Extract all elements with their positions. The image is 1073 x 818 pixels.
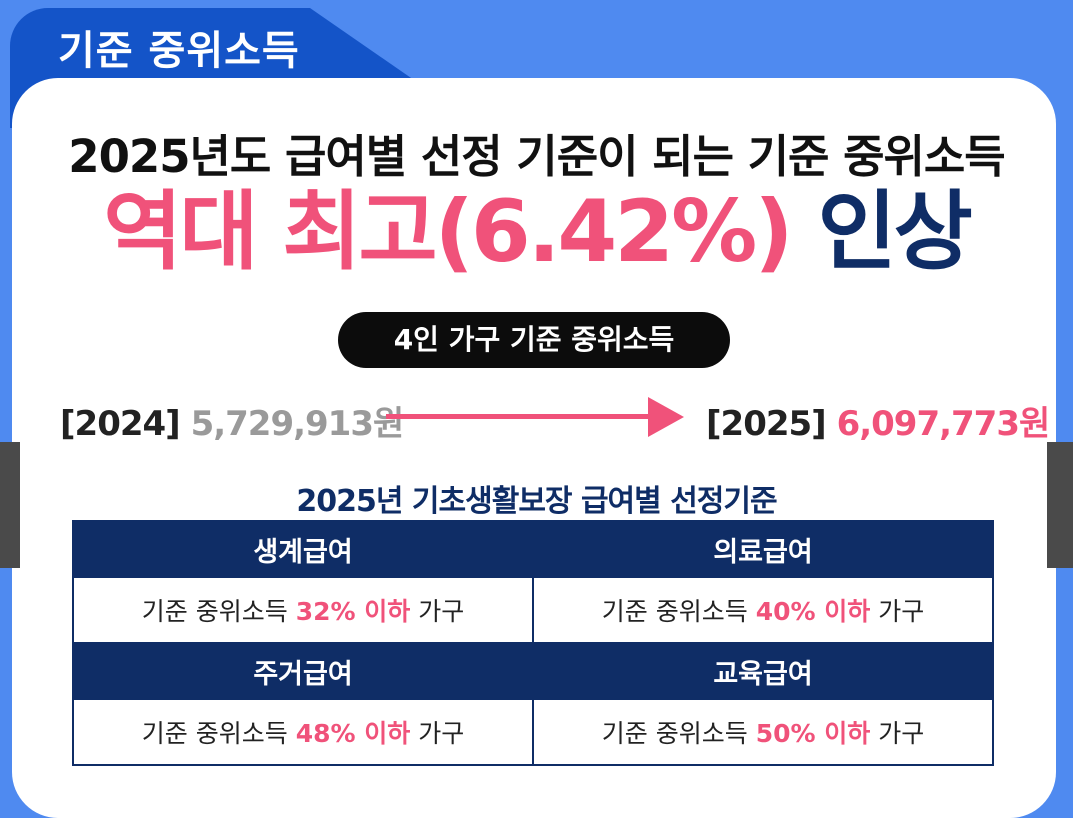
criteria-suffix: 가구 — [878, 719, 925, 748]
benefit-criteria-housing: 기준 중위소득 48% 이하 가구 — [72, 698, 534, 766]
benefit-header-medical: 의료급여 — [532, 520, 994, 578]
benefit-header-housing: 주거급여 — [72, 642, 534, 700]
criteria-prefix: 기준 중위소득 — [141, 719, 288, 748]
highlight-banner: 역대 최고(6.42%) 인상 — [0, 182, 1073, 282]
benefit-criteria-livelihood: 기준 중위소득 32% 이하 가구 — [72, 576, 534, 644]
benefit-criteria-education: 기준 중위소득 50% 이하 가구 — [532, 698, 994, 766]
prev-slide-handle[interactable] — [0, 442, 20, 568]
criteria-percent: 40% 이하 — [755, 597, 871, 626]
household-pill: 4인 가구 기준 중위소득 — [338, 312, 730, 368]
benefit-criteria-medical: 기준 중위소득 40% 이하 가구 — [532, 576, 994, 644]
income-2024-amount: 5,729,913원 — [190, 404, 405, 444]
criteria-suffix: 가구 — [878, 597, 925, 626]
criteria-percent: 48% 이하 — [295, 719, 411, 748]
income-2025-year: [2025] — [706, 404, 827, 444]
income-2025-amount: 6,097,773원 — [836, 404, 1051, 444]
income-2025: [2025] 6,097,773원 — [706, 396, 1051, 445]
benefit-header-livelihood: 생계급여 — [72, 520, 534, 578]
benefits-table: 생계급여 의료급여 기준 중위소득 32% 이하 가구 기준 중위소득 40% … — [72, 520, 994, 766]
next-slide-handle[interactable] — [1047, 442, 1073, 568]
arrow-head-icon — [648, 397, 684, 437]
headline: 2025년도 급여별 선정 기준이 되는 기준 중위소득 — [68, 130, 1005, 183]
highlight-navy-text: 인상 — [817, 182, 973, 282]
income-2024: [2024] 5,729,913원 — [60, 396, 405, 445]
criteria-prefix: 기준 중위소득 — [141, 597, 288, 626]
criteria-suffix: 가구 — [418, 597, 465, 626]
benefit-header-education: 교육급여 — [532, 642, 994, 700]
arrow-right-icon — [386, 414, 650, 419]
criteria-suffix: 가구 — [418, 719, 465, 748]
highlight-pink-text: 역대 최고(6.42%) — [103, 182, 793, 282]
table-title: 2025년 기초생활보장 급여별 선정기준 — [296, 484, 777, 519]
criteria-percent: 50% 이하 — [755, 719, 871, 748]
criteria-prefix: 기준 중위소득 — [601, 597, 748, 626]
income-2024-year: [2024] — [60, 404, 181, 444]
section-tab-title: 기준 중위소득 — [58, 28, 300, 74]
criteria-prefix: 기준 중위소득 — [601, 719, 748, 748]
criteria-percent: 32% 이하 — [295, 597, 411, 626]
